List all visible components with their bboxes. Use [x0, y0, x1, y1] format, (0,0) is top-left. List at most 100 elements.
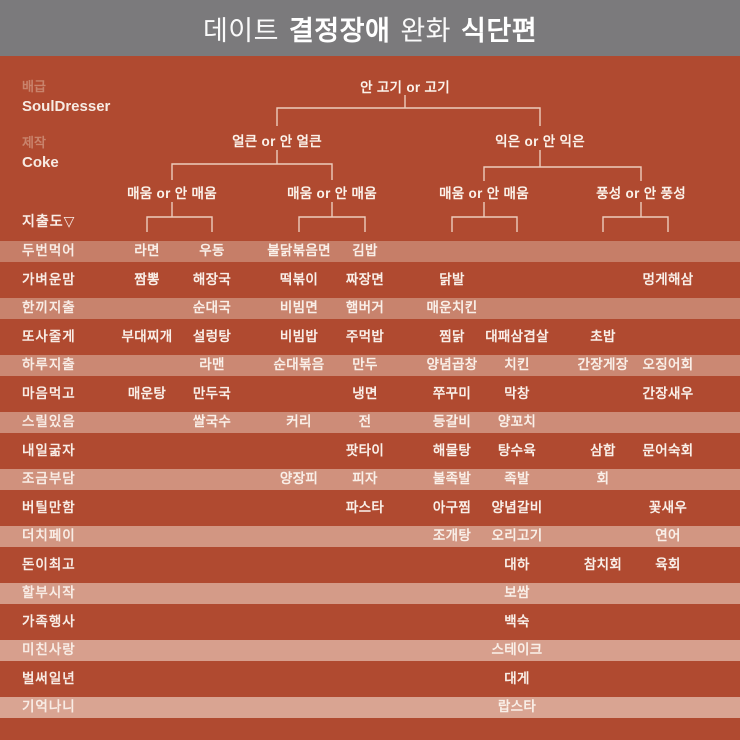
- food-item: 대하: [504, 556, 530, 572]
- food-item: 찜닭: [439, 328, 465, 344]
- row-label: 미친사랑: [22, 642, 76, 657]
- food-item: 해장국: [192, 271, 232, 287]
- food-item: 순대볶음: [273, 357, 325, 372]
- table-row: 마음먹고 매운탕 만두국 냉면 쭈꾸미 막창 간장새우: [0, 380, 740, 409]
- table-row: 가족행사 백숙: [0, 608, 740, 637]
- food-item: 연어: [655, 528, 681, 543]
- food-item: 참치회: [583, 556, 623, 572]
- food-item: 양꼬치: [497, 414, 537, 429]
- food-item: 만두국: [192, 385, 232, 401]
- food-item: 파스타: [345, 499, 385, 515]
- food-item: 부대찌개: [121, 328, 173, 344]
- tree-bracket: [451, 216, 518, 232]
- food-item: 김밥: [352, 243, 378, 258]
- table-row: 두번먹어 라면 우동 불닭볶음면 김밥: [0, 237, 740, 266]
- food-item: 라면: [134, 243, 160, 258]
- food-item: 매운치킨: [426, 300, 478, 315]
- food-item: 육회: [655, 556, 681, 572]
- row-label: 마음먹고: [22, 385, 76, 401]
- food-item: 조개탕: [432, 528, 472, 543]
- tree-node-root: 안 고기 or 고기: [360, 80, 450, 95]
- food-item: 백숙: [504, 613, 530, 629]
- food-item: 해물탕: [432, 442, 472, 458]
- tree-bracket: [171, 163, 333, 180]
- food-item: 양념곱창: [426, 357, 478, 372]
- food-item: 설렁탕: [192, 328, 232, 344]
- row-label: 조금부담: [22, 471, 76, 486]
- table-row: 미친사랑 스테이크: [0, 636, 740, 665]
- food-item: 불닭볶음면: [267, 243, 331, 258]
- table-row: 더치페이 조개탕 오리고기 연어: [0, 522, 740, 551]
- food-item: 우동: [199, 243, 225, 258]
- credit-production: 제작 Coke: [22, 132, 110, 171]
- spending-axis-label: 지출도▽: [22, 213, 76, 229]
- food-item: 간장새우: [642, 385, 694, 401]
- food-item: 오리고기: [491, 528, 543, 543]
- credit-label: 배급: [22, 79, 46, 94]
- food-item: 떡볶이: [279, 271, 319, 287]
- food-item: 대게: [504, 670, 530, 686]
- food-item: 치킨: [504, 357, 530, 372]
- table-row: 스릴있음 쌀국수 커리 전 등갈비 양꼬치: [0, 408, 740, 437]
- food-item: 팟타이: [345, 442, 385, 458]
- credit-label: 제작: [22, 135, 46, 150]
- row-label: 더치페이: [22, 528, 76, 543]
- tree-bracket: [146, 216, 213, 232]
- food-item: 삼합: [590, 442, 616, 458]
- food-item: 꽃새우: [648, 499, 688, 515]
- food-item: 라맨: [199, 357, 225, 372]
- table-row: 돈이최고 대하 참치회 육회: [0, 551, 740, 580]
- page-title: 데이트 결정장애 완화 식단편: [198, 9, 542, 48]
- tree-bracket: [298, 216, 366, 232]
- row-label: 두번먹어: [22, 243, 76, 258]
- row-label: 가벼운맘: [22, 271, 76, 287]
- tree-root-bracket: [276, 107, 541, 126]
- row-label: 기억나니: [22, 699, 76, 714]
- title-part: 식단편: [461, 15, 538, 46]
- table-row: 한끼지출 순대국 비빔면 햄버거 매운치킨: [0, 294, 740, 323]
- food-item: 오징어회: [642, 357, 694, 372]
- food-item: 쌀국수: [192, 414, 232, 429]
- food-item: 만두: [352, 357, 378, 372]
- food-item: 순대국: [192, 300, 232, 315]
- food-item: 문어숙회: [642, 442, 694, 458]
- row-label: 가족행사: [22, 613, 76, 629]
- food-item: 짬뽕: [134, 271, 160, 287]
- food-item: 피자: [352, 471, 378, 486]
- table-row: 기억나니 랍스타: [0, 693, 740, 722]
- tree-node-spicybroth: 얼큰 or 안 얼큰: [232, 134, 322, 149]
- food-table: 두번먹어 라면 우동 불닭볶음면 김밥 가벼운맘 짬뽕 해장국 떡볶이 짜장면 …: [0, 237, 740, 722]
- credit-value: SoulDresser: [22, 98, 111, 115]
- tree-node-spicy-2: 매움 or 안 매움: [287, 186, 377, 201]
- food-item: 아구찜: [432, 499, 472, 515]
- food-item: 햄버거: [345, 300, 385, 315]
- credit-value: Coke: [22, 154, 59, 171]
- title-part: 완화: [400, 15, 452, 46]
- food-item: 막창: [504, 385, 530, 401]
- title-part: 결정장애: [288, 15, 391, 46]
- food-item: 멍게해삼: [642, 271, 694, 287]
- food-item: 매운탕: [127, 385, 167, 401]
- food-item: 랍스타: [497, 699, 537, 714]
- food-item: 양념갈비: [491, 499, 543, 515]
- food-item: 등갈비: [432, 414, 472, 429]
- table-row: 버틸만함 파스타 아구찜 양념갈비 꽃새우: [0, 494, 740, 523]
- row-label: 한끼지출: [22, 300, 76, 315]
- row-label: 벌써일년: [22, 670, 76, 686]
- food-item: 보쌈: [504, 585, 530, 600]
- food-item: 스테이크: [491, 642, 543, 657]
- table-row: 가벼운맘 짬뽕 해장국 떡볶이 짜장면 닭발 멍게해삼: [0, 266, 740, 295]
- food-item: 간장게장: [577, 357, 629, 372]
- food-item: 비빔면: [279, 300, 319, 315]
- table-row: 내일굶자 팟타이 해물탕 탕수육 삼합 문어숙회: [0, 437, 740, 466]
- row-label: 하루지출: [22, 357, 76, 372]
- row-label: 버틸만함: [22, 499, 76, 515]
- row-label: 돈이최고: [22, 556, 76, 572]
- tree-node-spicy-1: 매움 or 안 매움: [127, 186, 217, 201]
- credits: 배급 SoulDresser 제작 Coke: [22, 76, 110, 188]
- food-item: 회: [596, 471, 610, 486]
- table-row: 또사줄게 부대찌개 설렁탕 비빔밥 주먹밥 찜닭 대패삼겹살 초밥: [0, 323, 740, 352]
- food-item: 닭발: [439, 271, 465, 287]
- row-label: 또사줄게: [22, 328, 76, 344]
- food-item: 커리: [286, 414, 312, 429]
